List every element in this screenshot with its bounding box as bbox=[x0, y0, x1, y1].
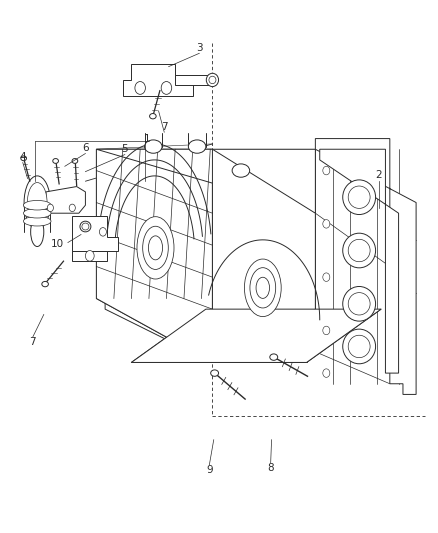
Polygon shape bbox=[175, 75, 215, 85]
Polygon shape bbox=[123, 64, 193, 96]
Ellipse shape bbox=[244, 259, 281, 317]
Ellipse shape bbox=[270, 354, 278, 360]
Ellipse shape bbox=[348, 239, 370, 262]
Circle shape bbox=[161, 82, 172, 94]
Circle shape bbox=[323, 166, 330, 175]
Ellipse shape bbox=[143, 226, 168, 269]
Ellipse shape bbox=[149, 114, 156, 119]
Text: 2: 2 bbox=[375, 170, 382, 180]
Ellipse shape bbox=[27, 182, 47, 223]
Ellipse shape bbox=[211, 370, 219, 376]
Text: 6: 6 bbox=[82, 143, 89, 153]
Ellipse shape bbox=[256, 277, 269, 298]
Text: 8: 8 bbox=[267, 463, 274, 473]
Ellipse shape bbox=[343, 329, 376, 364]
Text: 1: 1 bbox=[143, 134, 150, 143]
Ellipse shape bbox=[250, 268, 276, 308]
Text: 7: 7 bbox=[161, 122, 168, 132]
Ellipse shape bbox=[188, 140, 206, 154]
Ellipse shape bbox=[343, 180, 376, 215]
Circle shape bbox=[323, 326, 330, 335]
Ellipse shape bbox=[24, 176, 50, 229]
Polygon shape bbox=[320, 149, 399, 373]
Circle shape bbox=[99, 228, 106, 236]
Ellipse shape bbox=[72, 159, 78, 163]
Text: 3: 3 bbox=[196, 43, 203, 53]
Ellipse shape bbox=[145, 140, 162, 154]
Ellipse shape bbox=[24, 216, 51, 226]
Polygon shape bbox=[96, 149, 212, 362]
Ellipse shape bbox=[31, 217, 44, 247]
Ellipse shape bbox=[232, 164, 250, 177]
Ellipse shape bbox=[137, 216, 174, 279]
Polygon shape bbox=[96, 149, 315, 213]
Ellipse shape bbox=[348, 293, 370, 315]
Ellipse shape bbox=[206, 73, 219, 86]
Ellipse shape bbox=[209, 76, 216, 84]
Text: 4: 4 bbox=[19, 152, 26, 162]
Ellipse shape bbox=[348, 335, 370, 358]
Circle shape bbox=[323, 220, 330, 228]
Ellipse shape bbox=[21, 156, 27, 161]
Text: 9: 9 bbox=[206, 465, 213, 475]
Polygon shape bbox=[131, 309, 381, 362]
Polygon shape bbox=[105, 149, 315, 362]
Ellipse shape bbox=[348, 186, 370, 208]
Ellipse shape bbox=[148, 236, 162, 260]
Ellipse shape bbox=[343, 233, 376, 268]
Ellipse shape bbox=[53, 159, 58, 163]
Ellipse shape bbox=[42, 281, 48, 287]
Polygon shape bbox=[72, 216, 118, 251]
Circle shape bbox=[323, 369, 330, 377]
Ellipse shape bbox=[24, 200, 51, 210]
Ellipse shape bbox=[343, 287, 376, 321]
Circle shape bbox=[135, 82, 145, 94]
Polygon shape bbox=[212, 149, 315, 362]
Text: 5: 5 bbox=[121, 144, 128, 154]
Ellipse shape bbox=[82, 223, 89, 230]
Polygon shape bbox=[315, 139, 416, 394]
Ellipse shape bbox=[24, 208, 51, 218]
Circle shape bbox=[85, 251, 94, 261]
Polygon shape bbox=[72, 251, 107, 261]
Ellipse shape bbox=[80, 221, 91, 232]
Text: 7: 7 bbox=[29, 337, 36, 347]
Circle shape bbox=[323, 273, 330, 281]
Text: 10: 10 bbox=[51, 239, 64, 249]
Circle shape bbox=[47, 204, 53, 212]
Polygon shape bbox=[46, 187, 85, 213]
Circle shape bbox=[69, 204, 75, 212]
